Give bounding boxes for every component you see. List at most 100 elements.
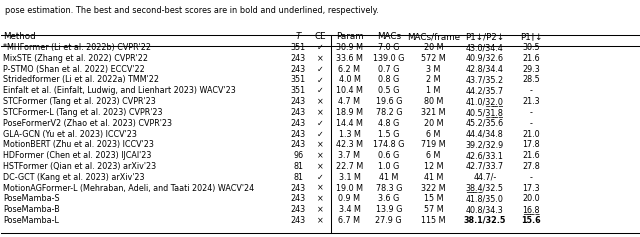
Text: P1†↓: P1†↓ xyxy=(520,32,543,41)
Text: 7.0 G: 7.0 G xyxy=(378,43,399,52)
Text: Param: Param xyxy=(335,32,364,41)
Text: 4.0 M: 4.0 M xyxy=(339,75,360,84)
Text: P-STMO (Shan et al. 2022) ECCV'22: P-STMO (Shan et al. 2022) ECCV'22 xyxy=(3,65,145,74)
Text: ×: × xyxy=(317,205,324,214)
Text: ✓: ✓ xyxy=(317,119,324,128)
Text: ✓: ✓ xyxy=(317,86,324,95)
Text: 29.3: 29.3 xyxy=(522,65,540,74)
Text: 41.8/35.0: 41.8/35.0 xyxy=(466,194,504,203)
Text: 1.0 G: 1.0 G xyxy=(378,162,399,171)
Text: 1 M: 1 M xyxy=(426,86,441,95)
Text: 39.2/32.9: 39.2/32.9 xyxy=(466,140,504,149)
Text: 13.9 G: 13.9 G xyxy=(376,205,402,214)
Text: 22.7 M: 22.7 M xyxy=(336,162,363,171)
Text: 3.1 M: 3.1 M xyxy=(339,173,360,182)
Text: 40.8/34.3: 40.8/34.3 xyxy=(466,205,504,214)
Text: ✓: ✓ xyxy=(317,65,324,74)
Text: MACs: MACs xyxy=(377,32,401,41)
Text: ×: × xyxy=(317,54,324,63)
Text: 0.8 G: 0.8 G xyxy=(378,75,399,84)
Text: 42.8/34.4: 42.8/34.4 xyxy=(466,65,504,74)
Text: 78.2 G: 78.2 G xyxy=(376,108,402,117)
Text: 3̲8̲.̲4̲/32.5: 3̲8̲.̲4̲/32.5 xyxy=(466,183,504,192)
Text: ×: × xyxy=(317,108,324,117)
Text: -: - xyxy=(530,119,532,128)
Text: 3.7 M: 3.7 M xyxy=(339,151,360,160)
Text: 243: 243 xyxy=(291,183,306,192)
Text: 3.4 M: 3.4 M xyxy=(339,205,360,214)
Text: 243: 243 xyxy=(291,216,306,225)
Text: ×: × xyxy=(317,151,324,160)
Text: PoseMamba-S: PoseMamba-S xyxy=(3,194,60,203)
Text: ×: × xyxy=(317,140,324,149)
Text: 243: 243 xyxy=(291,119,306,128)
Text: CE: CE xyxy=(315,32,326,41)
Text: 18.9 M: 18.9 M xyxy=(336,108,363,117)
Text: 40.5/3̲1̲.̲8̲: 40.5/3̲1̲.̲8̲ xyxy=(466,108,504,117)
Text: 243: 243 xyxy=(291,140,306,149)
Text: 81: 81 xyxy=(293,173,303,182)
Text: MotionAGFormer-L (Mehraban, Adeli, and Taati 2024) WACV'24: MotionAGFormer-L (Mehraban, Adeli, and T… xyxy=(3,183,254,192)
Text: 44.7/-: 44.7/- xyxy=(473,173,497,182)
Text: 15.6: 15.6 xyxy=(522,216,541,225)
Text: ×: × xyxy=(317,183,324,192)
Text: 6.7 M: 6.7 M xyxy=(339,216,360,225)
Text: 43.0/34.4: 43.0/34.4 xyxy=(466,43,504,52)
Text: 351: 351 xyxy=(291,86,306,95)
Text: 19.0 M: 19.0 M xyxy=(336,183,363,192)
Text: 17.3: 17.3 xyxy=(522,183,540,192)
Text: ✓: ✓ xyxy=(317,129,324,138)
Text: 174.8 G: 174.8 G xyxy=(373,140,404,149)
Text: -: - xyxy=(530,86,532,95)
Text: HSTFormer (Qian et al. 2023) arXiv'23: HSTFormer (Qian et al. 2023) arXiv'23 xyxy=(3,162,156,171)
Text: STCFormer (Tang et al. 2023) CVPR'23: STCFormer (Tang et al. 2023) CVPR'23 xyxy=(3,97,156,106)
Text: 80 M: 80 M xyxy=(424,97,444,106)
Text: 17.8: 17.8 xyxy=(522,140,540,149)
Text: MotionBERT (Zhu et al. 2023) ICCV'23: MotionBERT (Zhu et al. 2023) ICCV'23 xyxy=(3,140,154,149)
Text: 19.6 G: 19.6 G xyxy=(376,97,402,106)
Text: 41.0/3̲2̲.̲0̲: 41.0/3̲2̲.̲0̲ xyxy=(466,97,504,106)
Text: ×: × xyxy=(317,216,324,225)
Text: MACs/frame: MACs/frame xyxy=(407,32,460,41)
Text: 572 M: 572 M xyxy=(421,54,446,63)
Text: 33.6 M: 33.6 M xyxy=(336,54,363,63)
Text: 41 M: 41 M xyxy=(379,173,399,182)
Text: P1↓/P2↓: P1↓/P2↓ xyxy=(465,32,504,41)
Text: 243: 243 xyxy=(291,108,306,117)
Text: ×: × xyxy=(317,162,324,171)
Text: 28.5: 28.5 xyxy=(522,75,540,84)
Text: 30.9 M: 30.9 M xyxy=(336,43,363,52)
Text: 43.7/35.2: 43.7/35.2 xyxy=(466,75,504,84)
Text: 115 M: 115 M xyxy=(421,216,446,225)
Text: *MHFormer (Li et al. 2022b) CVPR'22: *MHFormer (Li et al. 2022b) CVPR'22 xyxy=(3,43,151,52)
Text: 0.9 M: 0.9 M xyxy=(339,194,360,203)
Text: 12 M: 12 M xyxy=(424,162,444,171)
Text: 3 M: 3 M xyxy=(426,65,441,74)
Text: STCFormer-L (Tang et al. 2023) CVPR'23: STCFormer-L (Tang et al. 2023) CVPR'23 xyxy=(3,108,163,117)
Text: 21.6: 21.6 xyxy=(522,151,540,160)
Text: DC-GCT (Kang et al. 2023) arXiv'23: DC-GCT (Kang et al. 2023) arXiv'23 xyxy=(3,173,145,182)
Text: 1.5 G: 1.5 G xyxy=(378,129,399,138)
Text: 20.0: 20.0 xyxy=(522,194,540,203)
Text: 6 M: 6 M xyxy=(426,151,441,160)
Text: 96: 96 xyxy=(293,151,303,160)
Text: Einfalt et al. (Einfalt, Ludwig, and Lienhart 2023) WACV'23: Einfalt et al. (Einfalt, Ludwig, and Lie… xyxy=(3,86,236,95)
Text: ✓: ✓ xyxy=(317,43,324,52)
Text: PoseMamba-B: PoseMamba-B xyxy=(3,205,60,214)
Text: 27.9 G: 27.9 G xyxy=(376,216,402,225)
Text: Stridedformer (Li et al. 2022a) TMM'22: Stridedformer (Li et al. 2022a) TMM'22 xyxy=(3,75,159,84)
Text: 243: 243 xyxy=(291,205,306,214)
Text: 10.4 M: 10.4 M xyxy=(336,86,363,95)
Text: HDFormer (Chen et al. 2023) IJCAI'23: HDFormer (Chen et al. 2023) IJCAI'23 xyxy=(3,151,152,160)
Text: 0.6 G: 0.6 G xyxy=(378,151,399,160)
Text: 42.7/33.7: 42.7/33.7 xyxy=(466,162,504,171)
Text: 3.6 G: 3.6 G xyxy=(378,194,399,203)
Text: 21.6: 21.6 xyxy=(522,54,540,63)
Text: 322 M: 322 M xyxy=(421,183,446,192)
Text: 4.8 G: 4.8 G xyxy=(378,119,399,128)
Text: 21.3: 21.3 xyxy=(522,97,540,106)
Text: 42.6/33.1: 42.6/33.1 xyxy=(466,151,504,160)
Text: GLA-GCN (Yu et al. 2023) ICCV'23: GLA-GCN (Yu et al. 2023) ICCV'23 xyxy=(3,129,137,138)
Text: 27.8: 27.8 xyxy=(522,162,540,171)
Text: T: T xyxy=(296,32,301,41)
